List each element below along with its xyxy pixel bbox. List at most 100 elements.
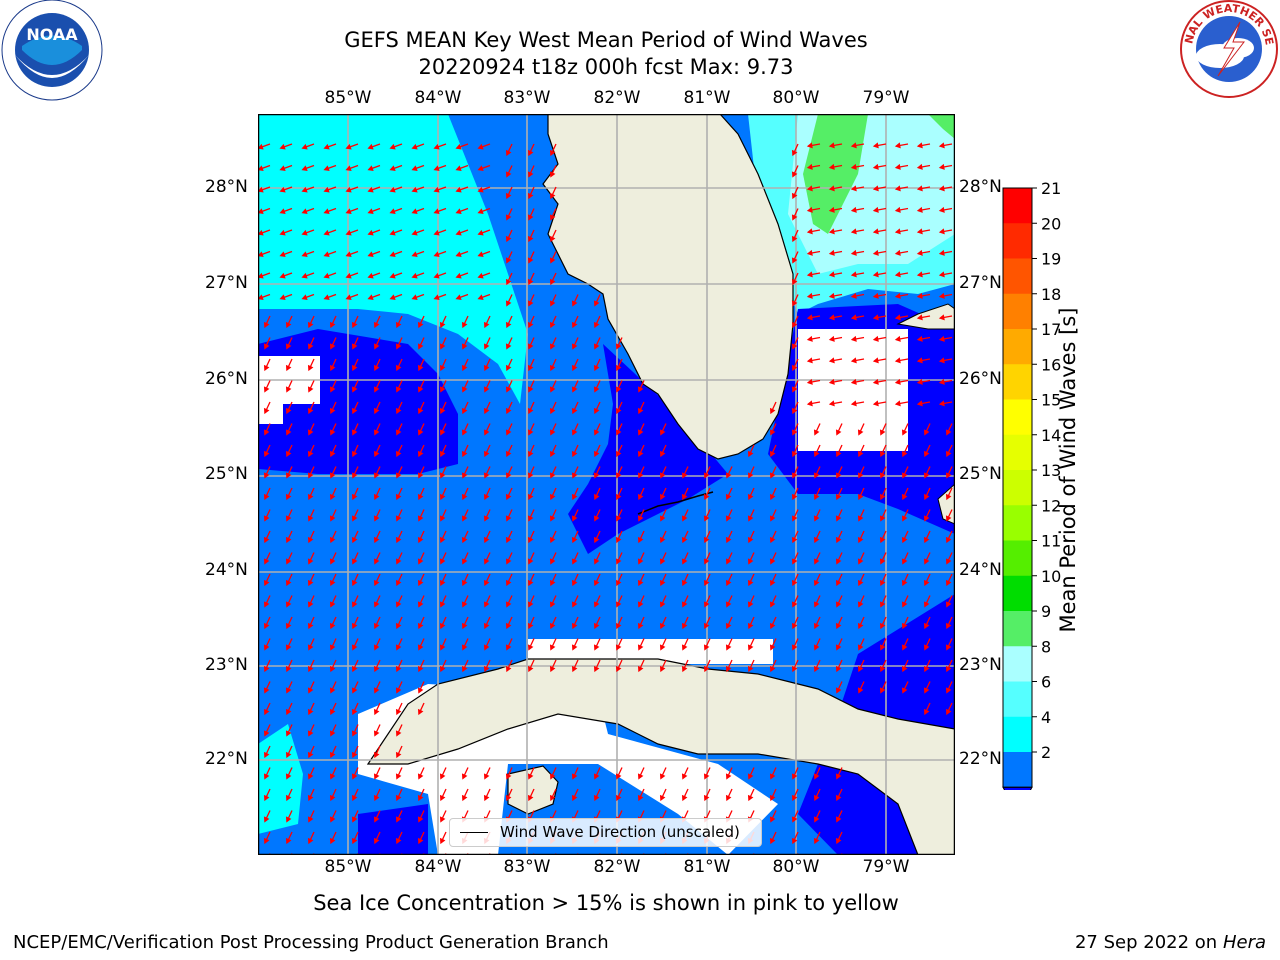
wind-arrow-head — [791, 601, 798, 608]
wind-arrow-head — [916, 271, 923, 278]
wind-arrow-head — [417, 622, 424, 630]
wind-arrow-head — [901, 515, 908, 522]
wind-arrow-head — [571, 601, 578, 608]
wind-arrow-head — [505, 665, 512, 673]
wind-arrow-head — [433, 229, 440, 236]
colorbar-tick-label: 17 — [1041, 320, 1061, 339]
wind-arrow-head — [351, 558, 358, 565]
wind-arrow-head — [835, 558, 842, 565]
wind-arrow-head — [395, 794, 402, 802]
wind-arrow-head — [945, 708, 952, 716]
map-svg — [257, 113, 956, 856]
map-frame — [257, 113, 956, 856]
wind-arrow-head — [791, 515, 798, 522]
wind-arrow-head — [813, 558, 820, 565]
colorbar-tick-label: 15 — [1041, 391, 1061, 410]
cuba-landmass — [366, 658, 955, 855]
wind-arrow-head — [285, 708, 292, 716]
wind-arrow-head — [461, 407, 468, 415]
wind-arrow-head — [263, 558, 270, 565]
wind-arrow-head — [549, 472, 556, 479]
wind-arrow-head — [857, 429, 864, 436]
wind-arrow-head — [395, 751, 402, 759]
wind-arrow-head — [527, 171, 534, 178]
wind-arrow-head — [593, 558, 600, 565]
wind-arrow-head — [681, 773, 688, 780]
wind-arrow-head — [373, 579, 380, 587]
wind-arrow-head — [835, 837, 842, 845]
wind-arrow-head — [433, 165, 440, 172]
colorbar-segment — [1003, 681, 1032, 718]
wind-arrow-head — [813, 622, 820, 630]
wind-arrow-head — [806, 400, 813, 407]
wind-arrow-head — [813, 493, 820, 501]
wind-arrow-head — [659, 773, 666, 780]
wind-arrow-head — [813, 450, 820, 458]
wind-arrow-head — [285, 515, 292, 522]
wind-arrow-head — [747, 536, 754, 544]
wind-arrow-head — [637, 601, 644, 608]
wind-arrow-head — [367, 229, 374, 236]
wind-arrow-head — [527, 257, 534, 264]
wind-arrow-head — [835, 493, 842, 501]
wind-arrow-head — [351, 429, 358, 436]
wind-arrow-head — [703, 558, 710, 565]
wind-arrow-head — [659, 794, 666, 802]
wind-arrow-head — [373, 321, 380, 329]
wind-arrow-head — [483, 536, 490, 544]
wind-arrow-head — [593, 429, 600, 436]
wind-arrow-head — [549, 171, 556, 178]
wind-arrow-head — [571, 536, 578, 544]
wind-arrow-head — [879, 472, 886, 479]
wind-arrow-head — [945, 665, 952, 673]
wind-arrow-head — [329, 773, 336, 780]
lat-tick-left: 26°N — [205, 369, 248, 389]
wind-arrow-head — [828, 271, 835, 278]
wind-arrow-head — [769, 794, 776, 802]
lon-tick-top: 81°W — [683, 88, 731, 108]
wind-arrow-head — [417, 364, 424, 372]
wind-arrow-head — [477, 208, 484, 215]
wind-arrow-head — [505, 558, 512, 565]
wind-arrow-head — [813, 773, 820, 780]
wind-arrow-head — [505, 321, 512, 329]
wind-arrow-head — [461, 794, 468, 802]
wind-arrow-head — [373, 493, 380, 501]
wind-arrow-head — [637, 493, 644, 501]
wind-arrow-head — [285, 730, 292, 737]
wind-arrow-head — [894, 249, 901, 256]
wind-arrow-head — [477, 165, 484, 172]
wind-arrow-head — [285, 429, 292, 436]
wind-arrow-head — [828, 185, 835, 192]
wind-arrow-head — [615, 601, 622, 608]
wind-arrow-head — [329, 343, 336, 350]
wind-arrow-head — [747, 644, 754, 651]
wind-arrow-head — [637, 472, 644, 479]
wind-arrow-head — [916, 185, 923, 192]
wind-arrow-head — [367, 208, 374, 215]
wind-arrow-head — [791, 192, 798, 200]
wind-arrow-head — [411, 186, 418, 193]
wind-arrow-head — [329, 386, 336, 393]
wind-arrow-head — [258, 294, 264, 301]
wind-arrow-head — [637, 536, 644, 544]
wind-arrow-head — [395, 536, 402, 544]
wind-arrow-head — [872, 357, 879, 364]
wind-arrow-head — [307, 837, 314, 845]
wind-arrow-head — [593, 773, 600, 780]
wind-arrow-head — [461, 386, 468, 393]
wind-arrow-head — [747, 450, 754, 458]
wind-arrow-head — [791, 300, 798, 307]
wind-arrow-head — [938, 335, 945, 342]
wind-arrow-head — [593, 536, 600, 544]
wind-arrow-head — [351, 450, 358, 458]
wind-arrow-head — [263, 343, 270, 350]
wind-arrow-head — [938, 400, 945, 407]
lon-tick-bottom: 85°W — [324, 857, 372, 877]
wind-arrow-head — [439, 472, 446, 479]
wind-arrows — [258, 142, 953, 855]
wind-arrow-head — [593, 407, 600, 415]
wind-arrow-head — [806, 163, 813, 170]
wind-arrow-head — [637, 622, 644, 630]
wind-arrow-head — [549, 300, 556, 307]
